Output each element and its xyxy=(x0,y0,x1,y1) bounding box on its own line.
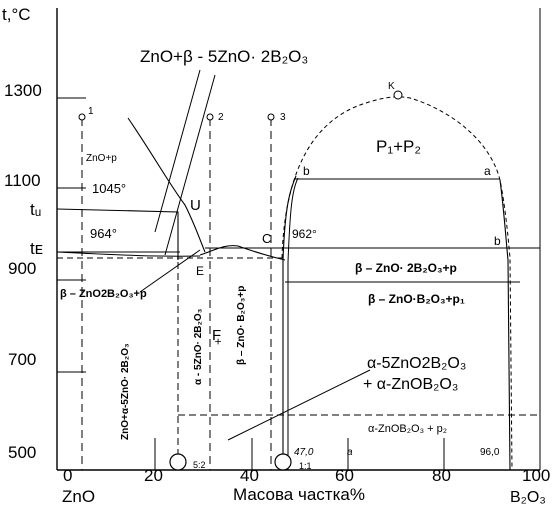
x-tick-label-80: 80 xyxy=(432,466,451,485)
vertical-3-top xyxy=(267,113,275,121)
label-962: 962° xyxy=(292,227,317,241)
dome-left-branch-2 xyxy=(287,177,299,470)
x-tick-label-40: 40 xyxy=(240,466,259,485)
label-te: tᴇ xyxy=(30,239,43,258)
compound-52-marker xyxy=(169,453,187,471)
y-tick-label-900: 900 xyxy=(8,259,36,278)
point-a2: a xyxy=(347,447,353,458)
label-beta-right: β – ZnO· 2B₂O₃+p xyxy=(355,261,457,275)
vertical-3-label: 3 xyxy=(280,112,286,123)
y-tick-label-700: 700 xyxy=(8,350,36,369)
point-e: E xyxy=(196,264,204,278)
label-vert-alpha-5zno: α - 5ZnO· 2B₂O₃ xyxy=(193,308,204,385)
point-k: K xyxy=(388,81,395,92)
x-tick-label-20: 20 xyxy=(144,466,163,485)
y-tick-label-1300: 1300 xyxy=(4,81,42,100)
leader-beta-left xyxy=(139,249,201,293)
point-f: F xyxy=(212,327,221,344)
x-axis-title: Масова частка% xyxy=(233,485,365,504)
dome-left-branch xyxy=(282,175,297,470)
point-u: U xyxy=(190,197,201,214)
y-tick-label-500: 500 xyxy=(8,443,36,462)
liquidus-hump xyxy=(199,245,286,261)
label-alpha-p2: α-ZnOB₂O₃ + p₂ xyxy=(368,423,447,435)
y-axis-title: t,°C xyxy=(2,5,31,24)
point-b2: b xyxy=(494,234,501,248)
vertical-2-label: 2 xyxy=(218,112,224,123)
tu-line xyxy=(56,208,179,260)
label-96: 96,0 xyxy=(480,447,500,458)
label-vert-beta-znob2o3: β – ZnO· B₂O₃+p xyxy=(236,286,247,365)
label-47: 47,0 xyxy=(294,447,314,458)
dome-right-branch xyxy=(499,179,511,471)
y-tick-label-1100: 1100 xyxy=(4,171,41,190)
label-alpha-1: α-5ZnO2B₂O₃ xyxy=(367,355,466,372)
liquidus-left-rise xyxy=(56,251,201,257)
vertical-2-top xyxy=(206,113,214,121)
label-1045: 1045° xyxy=(92,181,126,196)
vertical-1-label: 1 xyxy=(88,106,94,117)
compound-11-marker xyxy=(274,453,292,471)
label-p1p2: P₁+P₂ xyxy=(376,137,421,156)
label-vert-plus: + xyxy=(211,338,225,345)
vertical-1-top xyxy=(78,113,86,121)
point-c: C xyxy=(262,231,271,246)
label-11: 1:1 xyxy=(299,461,312,471)
label-964: 964° xyxy=(90,226,117,241)
point-a: a xyxy=(484,164,491,178)
x-tick-label-60: 60 xyxy=(335,466,354,485)
x-tick-label-100: 100 xyxy=(522,466,550,485)
point-k-marker xyxy=(393,90,403,100)
label-beta-left: β – ZnO2B₂O₃+p xyxy=(60,288,147,300)
x-right-component: B₂O₃ xyxy=(510,489,546,506)
x-tick-label-0: 0 xyxy=(63,466,72,485)
label-vert-zno-alpha: ZnO+α-5ZnO· 2B₂O₃ xyxy=(120,343,131,440)
miscibility-dome xyxy=(281,96,513,471)
label-52: 5:2 xyxy=(193,460,206,470)
label-tu: tᵤ xyxy=(30,200,41,219)
point-b: b xyxy=(303,164,310,178)
leader-title-2 xyxy=(164,74,216,256)
label-zno-p: ZnO+p xyxy=(86,153,117,164)
title-zno-beta: ZnO+β - 5ZnO· 2B₂O₃ xyxy=(140,47,308,66)
zno-liquidus xyxy=(127,117,206,253)
label-beta-p1: β – ZnO·B₂O₃+p₁ xyxy=(368,292,465,306)
leader-alpha xyxy=(227,369,371,441)
x-left-component: ZnO xyxy=(62,487,95,506)
label-alpha-2: + α-ZnOB₂O₃ xyxy=(363,376,458,393)
leader-title-1 xyxy=(154,69,201,233)
